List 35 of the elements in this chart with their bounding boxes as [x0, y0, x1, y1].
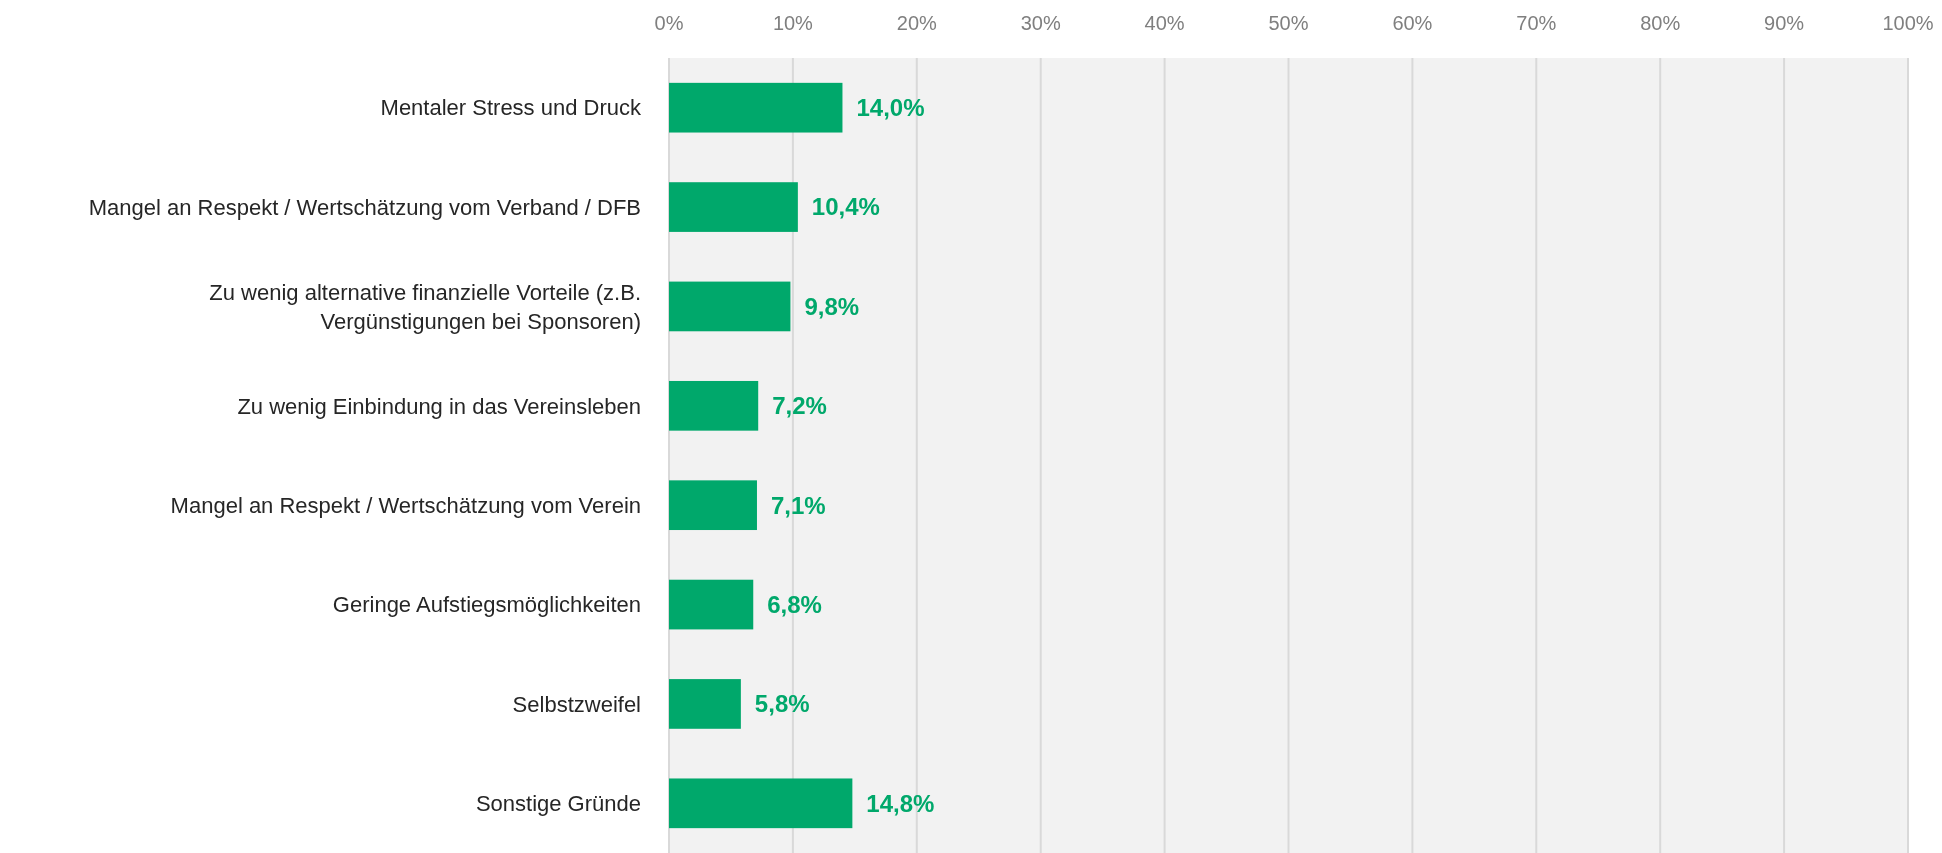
bar	[669, 679, 741, 729]
x-tick-label: 100%	[1882, 12, 1934, 34]
data-label: 6,8%	[767, 590, 822, 618]
y-tick-label: Mangel an Respekt / Wertschätzung vom Verein	[170, 492, 641, 518]
x-tick-label: 30%	[1020, 12, 1061, 34]
x-tick-label: 70%	[1516, 12, 1557, 34]
bar	[669, 579, 754, 630]
x-tick-label: 20%	[896, 12, 938, 34]
y-tick-label: Zu wenig alternative finanzielle Vorteile (z.B. Vergünstigungen bei Sponsoren)	[209, 279, 641, 334]
y-tick-label: Selbstzweifel	[512, 691, 641, 717]
data-label: 14,0%	[856, 94, 925, 122]
data-label: 14,8%	[866, 789, 935, 817]
x-tick-label: 80%	[1640, 12, 1681, 34]
x-tick-label: 10%	[772, 12, 814, 34]
bar	[669, 281, 791, 332]
x-tick-label: 40%	[1144, 12, 1185, 34]
x-tick-label: 90%	[1764, 12, 1805, 34]
x-tick-label: 0%	[654, 12, 684, 34]
bar	[669, 82, 843, 133]
data-label: 7,1%	[770, 491, 826, 519]
y-tick-label: Zu wenig Einbindung in das Vereinsleben	[237, 393, 641, 419]
data-label: 10,4%	[811, 193, 880, 221]
y-tick-label: Mangel an Respekt / Wertschätzung vom Verband / DFB	[88, 194, 641, 220]
data-label: 7,2%	[772, 392, 827, 420]
x-tick-label: 60%	[1392, 12, 1433, 34]
x-tick-label: 50%	[1268, 12, 1309, 34]
bar	[669, 778, 853, 829]
y-tick-label: Geringe Aufstiegsmöglichkeiten	[332, 592, 641, 618]
bar	[669, 380, 759, 431]
data-label: 5,8%	[754, 690, 810, 718]
bar	[669, 182, 798, 232]
data-label: 9,8%	[804, 292, 860, 320]
y-tick-label: Sonstige Gründe	[475, 791, 641, 817]
y-tick-label: Mentaler Stress und Druck	[380, 95, 642, 121]
bar	[669, 480, 757, 531]
